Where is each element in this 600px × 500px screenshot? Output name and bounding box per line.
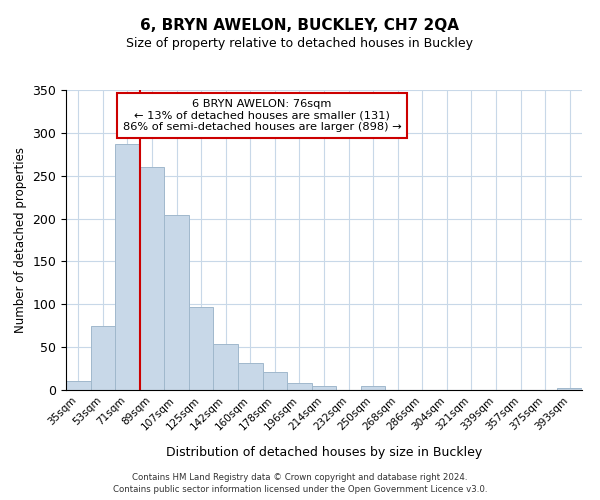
Bar [140,167,164,390]
Bar [238,364,263,390]
Bar [115,144,140,390]
Bar [66,382,91,390]
Text: Distribution of detached houses by size in Buckley: Distribution of detached houses by size … [166,446,482,459]
Text: 6 BRYN AWELON: 76sqm
← 13% of detached houses are smaller (131)
86% of semi-deta: 6 BRYN AWELON: 76sqm ← 13% of detached h… [123,99,401,132]
Bar [263,372,287,390]
Text: 6, BRYN AWELON, BUCKLEY, CH7 2QA: 6, BRYN AWELON, BUCKLEY, CH7 2QA [140,18,460,32]
Bar [557,388,582,390]
Bar [361,386,385,390]
Bar [164,215,189,390]
Text: Contains HM Land Registry data © Crown copyright and database right 2024.: Contains HM Land Registry data © Crown c… [132,473,468,482]
Bar [189,307,214,390]
Y-axis label: Number of detached properties: Number of detached properties [14,147,27,333]
Text: Size of property relative to detached houses in Buckley: Size of property relative to detached ho… [127,38,473,51]
Bar [287,383,312,390]
Text: Contains public sector information licensed under the Open Government Licence v3: Contains public sector information licen… [113,486,487,494]
Bar [214,344,238,390]
Bar [91,326,115,390]
Bar [312,386,336,390]
